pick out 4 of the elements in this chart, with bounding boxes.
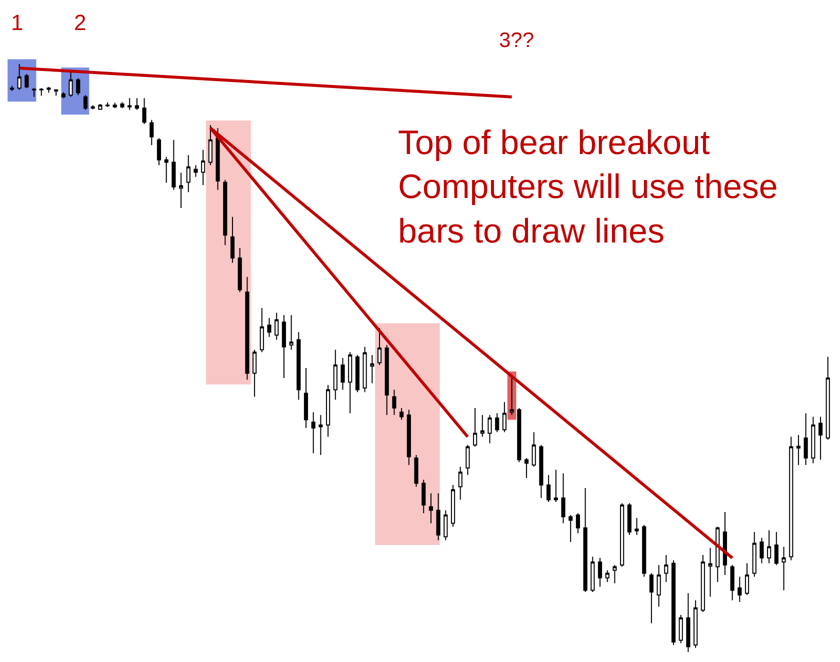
text: 1 bbox=[11, 10, 24, 35]
text: 2 bbox=[74, 10, 86, 35]
annotation: Top of bear breakout Computers will use these bars to draw lines bbox=[398, 124, 778, 250]
text: 3?? bbox=[499, 29, 534, 52]
